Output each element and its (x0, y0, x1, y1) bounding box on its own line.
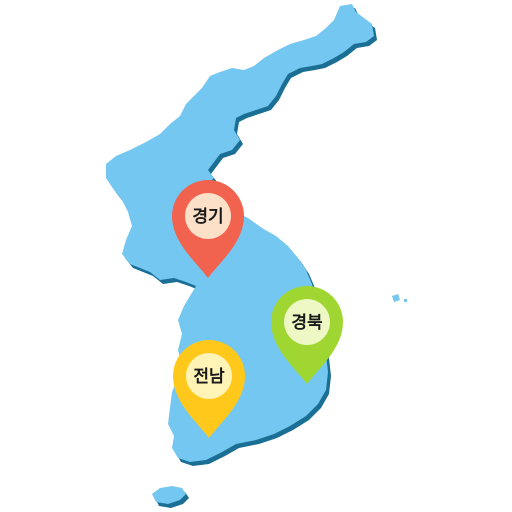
pin-inner-circle (185, 193, 231, 239)
region-markers: 경기 경북 전남 (172, 180, 343, 438)
marker-jeonnam[interactable]: 전남 (173, 340, 245, 438)
marker-label-jeonnam: 전남 (193, 367, 225, 387)
dokdo-island (404, 299, 407, 302)
jeju-island (152, 486, 186, 504)
marker-label-gyeongbuk: 경북 (291, 313, 323, 333)
marker-label-gyeonggi: 경기 (192, 207, 223, 227)
marker-gyeongbuk[interactable]: 경북 (271, 286, 343, 384)
marker-gyeonggi[interactable]: 경기 (172, 180, 244, 278)
map-land (106, 4, 407, 504)
ulleung-island (392, 294, 400, 302)
pin-inner-circle (186, 353, 232, 399)
pin-inner-circle (284, 299, 330, 345)
